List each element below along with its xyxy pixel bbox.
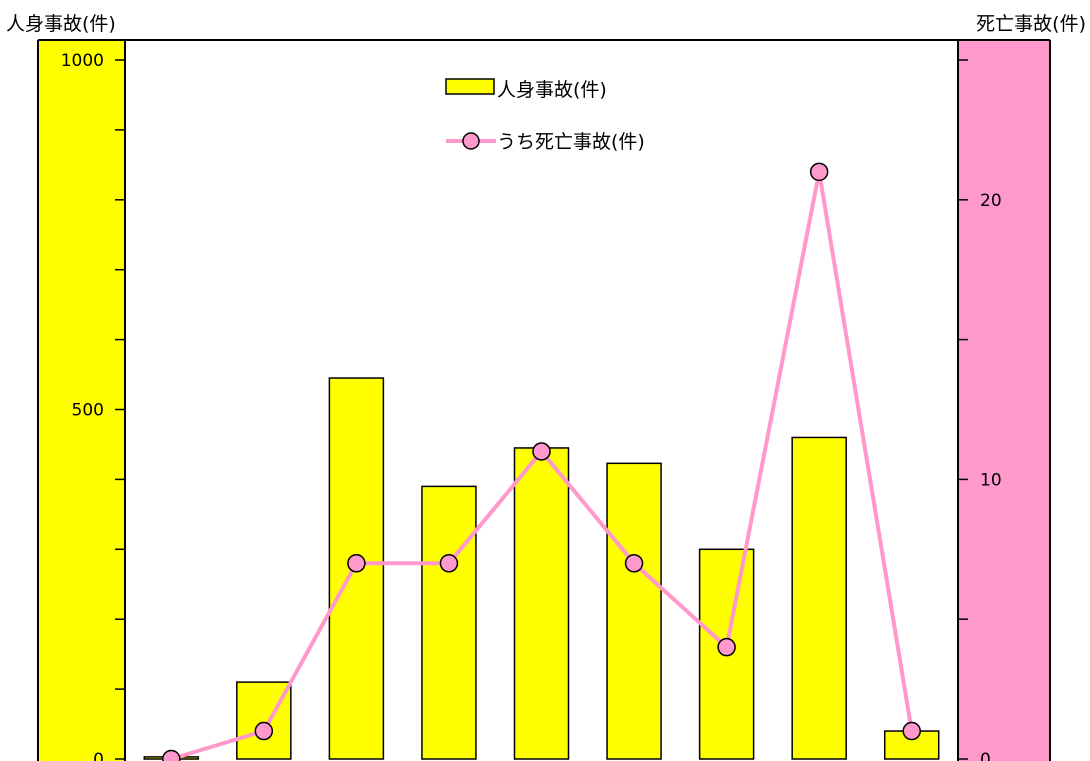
legend-line-label: うち死亡事故(件) bbox=[497, 131, 645, 153]
legend-line-marker bbox=[462, 132, 480, 150]
right-tick-label: 0 bbox=[980, 750, 991, 761]
line-point bbox=[347, 554, 366, 573]
line-point bbox=[254, 721, 274, 741]
bar bbox=[698, 548, 755, 760]
line-point bbox=[902, 721, 921, 741]
legend: 人身事故(件) うち死亡事故(件) bbox=[445, 78, 645, 153]
line-point bbox=[624, 554, 644, 573]
right-axis-band bbox=[958, 40, 1050, 761]
legend-bar-swatch bbox=[445, 78, 495, 95]
right-axis-title: 死亡事故(件) bbox=[976, 13, 1086, 35]
line-point bbox=[717, 637, 736, 657]
right-tick-label: 10 bbox=[980, 470, 1002, 490]
bar bbox=[791, 436, 847, 760]
left-tick-label: 0 bbox=[93, 750, 104, 761]
left-axis-band bbox=[38, 40, 125, 761]
left-axis-title: 人身事故(件) bbox=[6, 13, 116, 35]
bar-series bbox=[143, 377, 940, 760]
right-tick-label: 20 bbox=[980, 191, 1002, 211]
line-markers bbox=[162, 162, 921, 761]
right-axis-ticks: 0 10 20 bbox=[958, 59, 1002, 761]
left-axis-ticks: 0 500 1000 bbox=[61, 51, 125, 761]
legend-bar-label: 人身事故(件) bbox=[497, 79, 607, 101]
line-point bbox=[439, 554, 459, 573]
line-point bbox=[532, 442, 551, 461]
bar bbox=[513, 447, 570, 760]
bar bbox=[606, 462, 662, 760]
bar bbox=[421, 485, 477, 760]
line-point bbox=[809, 162, 829, 182]
line-point bbox=[162, 749, 181, 761]
left-tick-label: 1000 bbox=[61, 51, 104, 71]
left-tick-label: 500 bbox=[72, 401, 104, 421]
